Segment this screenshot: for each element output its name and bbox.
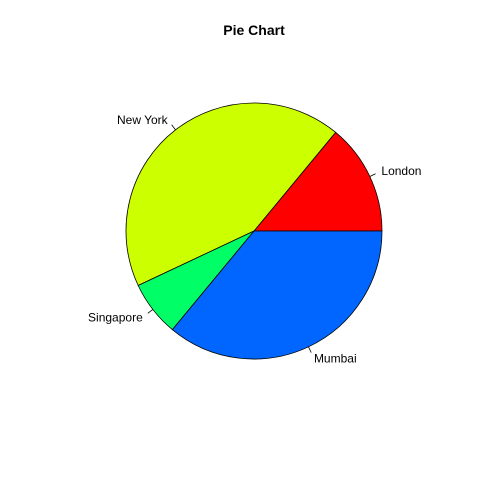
pie-labels: London New York Singapore Mumbai: [88, 113, 421, 366]
slice-label-mumbai: Mumbai: [314, 351, 357, 365]
chart-title: Pie Chart: [223, 22, 285, 38]
pie-slice-mumbai: [171, 230, 383, 360]
pie-slice-london: [253, 131, 383, 232]
leader-line-mumbai: [308, 346, 312, 353]
pie-slice-new-york: [125, 102, 337, 287]
slice-label-singapore: Singapore: [88, 310, 143, 324]
pie-slices: [125, 102, 383, 360]
leader-line-new-york: [171, 124, 176, 131]
leader-line-singapore: [147, 309, 154, 314]
leader-line-london: [369, 173, 376, 177]
slice-label-london: London: [381, 164, 421, 178]
slice-label-new-york: New York: [117, 113, 169, 127]
